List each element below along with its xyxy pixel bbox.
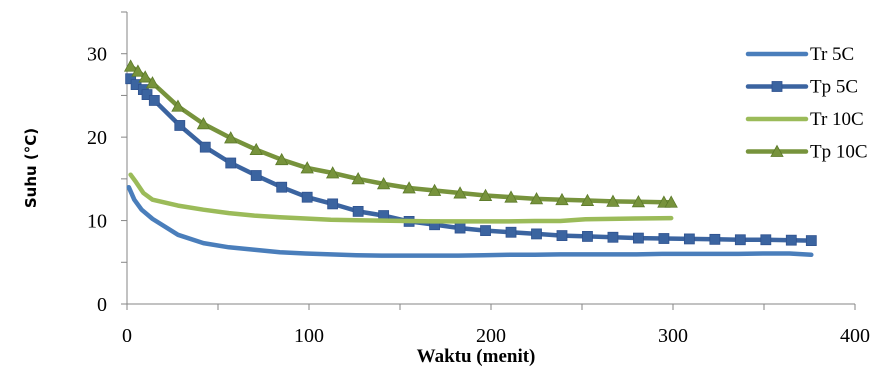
- data-point-tp-10c: [138, 70, 152, 83]
- data-point-tp-10c: [664, 195, 678, 208]
- series-tp-10c: [123, 59, 678, 208]
- y-axis-ticks: 0 10 20 30: [87, 11, 127, 316]
- data-point-tp-10c: [275, 152, 289, 166]
- data-point-tp-10c: [300, 161, 314, 174]
- legend-item-tr-10c: Tr 10C: [745, 109, 864, 130]
- data-point-tp-5c: [301, 191, 313, 203]
- data-point-tp-10c: [580, 193, 595, 206]
- x-axis-ticks: 0 100 200 300 400: [122, 304, 870, 347]
- data-point-tp-10c: [171, 99, 185, 112]
- legend-label: Tr 5C: [810, 44, 854, 65]
- legend: Tr 5C Tp 5C Tr 10C Tp 10C: [745, 44, 868, 163]
- y-tick-label: 20: [87, 127, 107, 149]
- x-tick-label: 200: [476, 325, 506, 347]
- data-point-tp-5c: [785, 234, 797, 246]
- data-point-tp-10c: [606, 194, 620, 207]
- y-tick-label: 10: [87, 211, 107, 233]
- data-point-tp-5c: [327, 198, 339, 210]
- data-point-tp-5c: [805, 235, 817, 246]
- data-point-tp-10c: [478, 188, 493, 201]
- data-point-tp-10c: [504, 190, 518, 203]
- data-point-tp-10c: [224, 131, 238, 144]
- data-point-tp-5c: [148, 95, 160, 106]
- data-point-tp-5c: [174, 120, 186, 131]
- data-point-tp-5c: [607, 231, 619, 243]
- data-point-tp-5c: [480, 225, 491, 236]
- data-point-tp-5c: [531, 228, 542, 240]
- data-point-tp-10c: [196, 116, 211, 130]
- data-point-tp-10c: [351, 172, 365, 185]
- data-point-tp-10c: [555, 192, 569, 206]
- data-point-tp-10c: [123, 59, 138, 72]
- data-point-tp-10c: [453, 186, 467, 199]
- data-point-tp-5c: [225, 157, 237, 169]
- y-tick-label: 30: [87, 44, 107, 66]
- data-point-tp-5c: [709, 233, 721, 245]
- x-tick-label: 100: [294, 325, 324, 347]
- data-point-tp-5c: [125, 73, 137, 85]
- data-point-tp-5c: [582, 231, 593, 242]
- data-point-tp-5c: [250, 170, 262, 181]
- legend-label: Tp 10C: [810, 142, 868, 163]
- x-tick-label: 0: [122, 325, 132, 347]
- data-point-tp-5c: [734, 234, 746, 246]
- x-axis-title: Waktu (menit): [417, 346, 536, 367]
- legend-marker: [770, 144, 784, 157]
- series-tp-5c: [125, 73, 817, 246]
- data-point-tp-5c: [505, 226, 517, 238]
- legend-label: Tp 5C: [810, 77, 858, 98]
- series-line-tr-10c: [128, 172, 674, 224]
- data-point-tp-10c: [376, 177, 391, 190]
- legend-item-tp-10c: Tp 10C: [745, 142, 868, 163]
- data-point-tp-10c: [131, 64, 145, 77]
- series-line-tr-5c: [126, 184, 814, 258]
- data-point-tp-5c: [760, 234, 772, 246]
- legend-item-tp-5c: Tp 5C: [745, 77, 858, 98]
- data-point-tp-10c: [427, 183, 442, 196]
- data-point-tp-5c: [454, 222, 466, 234]
- data-point-tp-10c: [631, 194, 646, 208]
- x-tick-label: 300: [658, 325, 688, 347]
- data-point-tp-5c: [199, 141, 211, 153]
- series-tr-5c: [126, 184, 814, 258]
- data-point-tp-10c: [529, 192, 544, 205]
- data-point-tp-5c: [658, 233, 670, 244]
- series-line-tp-10c: [128, 63, 674, 205]
- series-layer: [123, 59, 817, 258]
- legend-label: Tr 10C: [810, 109, 864, 130]
- x-tick-label: 400: [840, 325, 870, 347]
- legend-item-tr-5c: Tr 5C: [745, 44, 854, 65]
- data-point-tp-5c: [276, 181, 288, 193]
- data-point-tp-10c: [325, 166, 340, 179]
- series-tr-10c: [128, 172, 674, 224]
- legend-marker: [771, 81, 783, 92]
- data-point-tp-5c: [141, 89, 153, 100]
- data-point-tp-10c: [145, 76, 160, 89]
- y-axis-title: Suhu (°C): [22, 128, 40, 208]
- data-point-tp-5c: [352, 205, 364, 217]
- data-point-tp-5c: [556, 230, 568, 241]
- y-tick-label: 0: [97, 294, 107, 316]
- data-point-tp-5c: [633, 232, 644, 244]
- plot-area: 0 10 20 30 0 100 200 300 400: [87, 11, 870, 347]
- data-point-tp-10c: [402, 181, 416, 194]
- data-point-tp-5c: [683, 233, 695, 245]
- data-point-tp-10c: [249, 142, 263, 156]
